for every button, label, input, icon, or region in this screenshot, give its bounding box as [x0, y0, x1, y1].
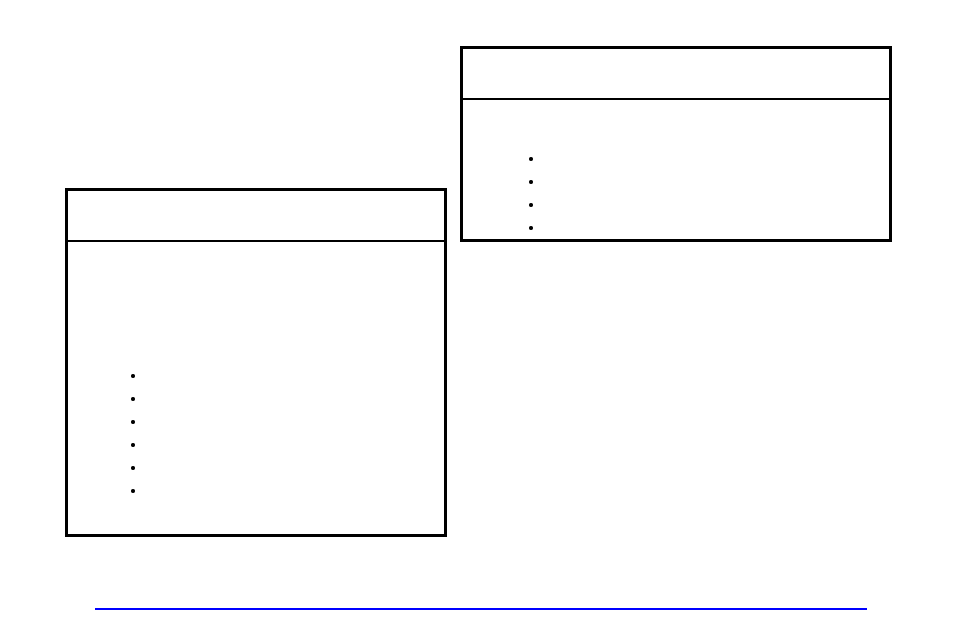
- panel-right: [460, 46, 892, 242]
- panel-right-header-divider: [463, 98, 889, 100]
- panel-left: [65, 188, 447, 537]
- panel-left-header-divider: [68, 240, 444, 242]
- bottom-divider: [95, 608, 867, 610]
